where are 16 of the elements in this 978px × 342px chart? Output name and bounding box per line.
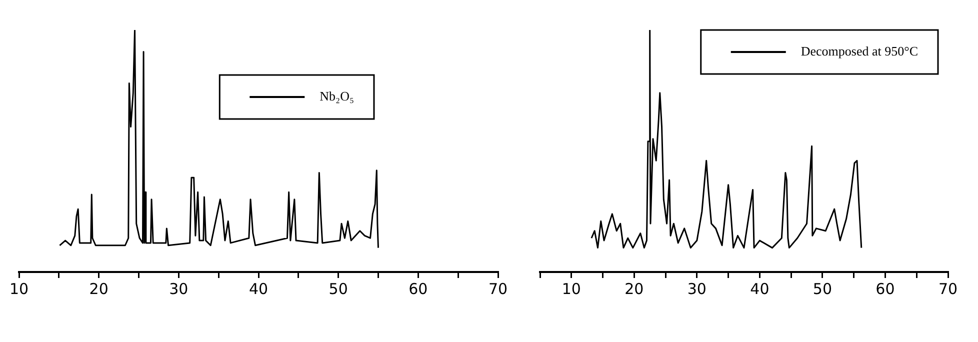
x-tick-label: 30: [169, 280, 188, 298]
x-tick-label: 10: [562, 280, 581, 298]
x-tick-label: 20: [89, 280, 108, 298]
x-tick-label: 60: [876, 280, 895, 298]
x-tick-label: 40: [750, 280, 770, 298]
x-tick-label: 70: [488, 280, 508, 298]
x-tick-label: 70: [938, 280, 958, 298]
legend-label: Decomposed at 950°C: [800, 43, 918, 58]
x-tick-label: 50: [812, 280, 832, 298]
x-tick-label: 20: [624, 280, 644, 298]
x-tick-label: 30: [687, 280, 706, 298]
x-tick-label: 40: [248, 280, 268, 298]
x-tick-label: 10: [9, 280, 29, 298]
x-tick-label: 60: [408, 280, 428, 298]
x-tick-label: 50: [328, 280, 348, 298]
legend-label: Nb₂O₅: [320, 88, 354, 104]
